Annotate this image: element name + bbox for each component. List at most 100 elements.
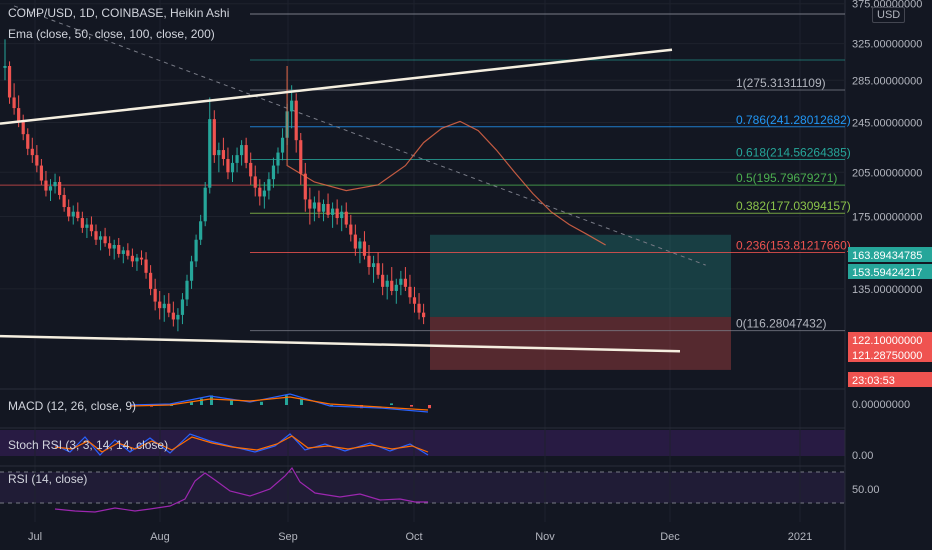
candle-body [344,211,348,225]
candle-body [21,121,25,135]
candle-body [321,203,326,212]
candle-body [135,257,139,262]
y-axis-label: 325.00000000 [852,39,922,51]
fib-level-label: 0.618(214.56264385) [736,146,851,160]
macd-histogram-bar [230,400,233,405]
macd-line [129,393,429,413]
macd-histogram-bar [260,401,263,405]
stoch-rsi-label: Stoch RSI (3, 3, 14, 14, close) [8,438,169,452]
macd-histogram-bar [200,398,203,405]
candle-body [94,231,98,240]
candle-body [276,152,280,166]
candle-body [149,272,153,289]
macd-histogram-bar [210,395,213,405]
fib-level-label: 0.382(177.03094157) [736,199,851,213]
currency-button[interactable]: USD [872,7,906,23]
rsi-label: RSI (14, close) [8,472,88,486]
y-axis-label: 205.00000000 [852,167,922,179]
macd-histogram-bar [170,405,173,406]
candle-body [71,211,75,217]
candle-body [349,224,353,235]
profit-zone [430,234,731,317]
candle-body [39,165,43,181]
candle-body [76,211,80,219]
macd-histogram-bar [360,405,363,409]
price-tag-label: 23:03:53 [852,375,895,387]
candle-body [162,303,166,309]
candle-body [262,190,266,197]
macd-histogram-bar [190,401,193,405]
rsi-line [54,466,428,513]
candle-body [399,278,403,285]
price-tag-label: 153.59424217 [852,267,922,279]
candle-body [303,173,307,200]
macd-axis-label: 0.00000000 [852,399,910,411]
candle-body [394,284,398,291]
candle-body [230,162,235,173]
candle-body [290,100,294,112]
y-axis-label: 375.00000000 [852,0,922,11]
candle-body [376,263,380,275]
candle-body [249,162,253,177]
candle-body [139,257,144,260]
x-axis-label: Aug [150,531,170,543]
y-axis-label: 135.00000000 [852,284,922,296]
candle-body [403,278,407,287]
candle-body [98,236,103,240]
fib-level-label: 0.236(153.81217660) [736,238,851,252]
candle-body [158,301,162,309]
price-tag [848,332,932,347]
price-tag [848,347,932,362]
candle-body [258,187,262,197]
candle-body [80,218,84,228]
candle-body [185,280,189,300]
candle-body [221,150,225,159]
candle-body [48,186,53,191]
rsi-band [0,472,845,503]
fib-level-label: 0.786(241.28012682) [736,113,851,127]
candle-body [312,202,316,209]
candle-body [412,297,417,304]
rsi-axis-label: 50.00 [852,484,880,496]
fib-level-label: 1(275.31311109) [736,76,826,90]
candle-body [89,224,94,232]
x-axis-label: Oct [405,531,422,543]
candle-body [7,65,12,98]
price-tag-label: 163.89434785 [852,250,922,262]
candle-body [199,221,203,240]
candle-body [390,280,394,291]
macd-histogram-bar [410,405,413,407]
macd-histogram-bar [428,405,431,409]
chart-title: COMP/USD, 1D, COINBASE, Heikin Ashi [8,6,230,20]
candle-body [358,241,362,249]
candle-body [30,148,34,156]
candle-body [408,286,412,298]
candle-body [176,314,180,320]
candle-body [208,119,212,188]
candle-body [417,303,421,313]
fib-level-label: 0(116.28047432) [736,317,827,331]
x-axis-label: Sep [278,531,298,543]
ema-legend: Ema (close, 50, close, 100, close, 200) [8,27,215,41]
macd-signal-line [129,396,429,411]
candle-body [112,244,116,249]
candle-body [121,250,125,254]
candle-body [203,187,207,222]
candle-body [371,263,376,268]
candle-body [3,65,7,68]
x-axis-label: Nov [535,531,555,543]
candle-body [62,194,66,208]
fib-level-label: 0.5(195.79679271) [736,171,837,185]
candle-body [85,224,89,228]
candle-body [340,211,344,219]
candle-body [167,303,171,313]
candle-body [267,179,271,191]
macd-histogram-bar [285,395,288,405]
candle-body [171,312,175,320]
dashed-trendline [13,5,706,266]
candle-body [108,243,112,249]
candle-body [130,255,134,262]
candle-body [58,181,62,195]
